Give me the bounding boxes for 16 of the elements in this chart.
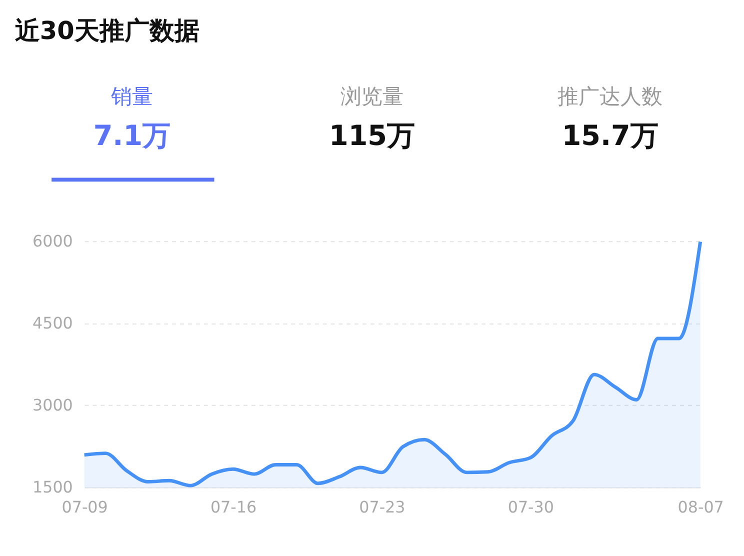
y-tick-label: 1500 bbox=[32, 478, 73, 497]
y-tick-label: 4500 bbox=[32, 314, 73, 333]
y-tick-label: 3000 bbox=[32, 396, 73, 415]
text: 7.1万 bbox=[93, 118, 171, 152]
text: 推广达人数 bbox=[558, 84, 663, 108]
y-tick-label: 6000 bbox=[32, 232, 73, 251]
x-tick-label: 07-23 bbox=[359, 497, 406, 516]
x-tick-label: 07-30 bbox=[508, 497, 554, 516]
x-tick-label: 07-09 bbox=[62, 497, 108, 516]
text: 15.7万 bbox=[562, 118, 658, 152]
text: 浏览量 bbox=[340, 84, 404, 108]
x-tick-label: 07-16 bbox=[210, 497, 257, 516]
text: 销量 bbox=[110, 84, 153, 108]
x-tick-label: 08-07 bbox=[678, 497, 724, 516]
chart-title: 近30天推广数据 bbox=[14, 16, 200, 45]
text: 115万 bbox=[329, 118, 415, 152]
